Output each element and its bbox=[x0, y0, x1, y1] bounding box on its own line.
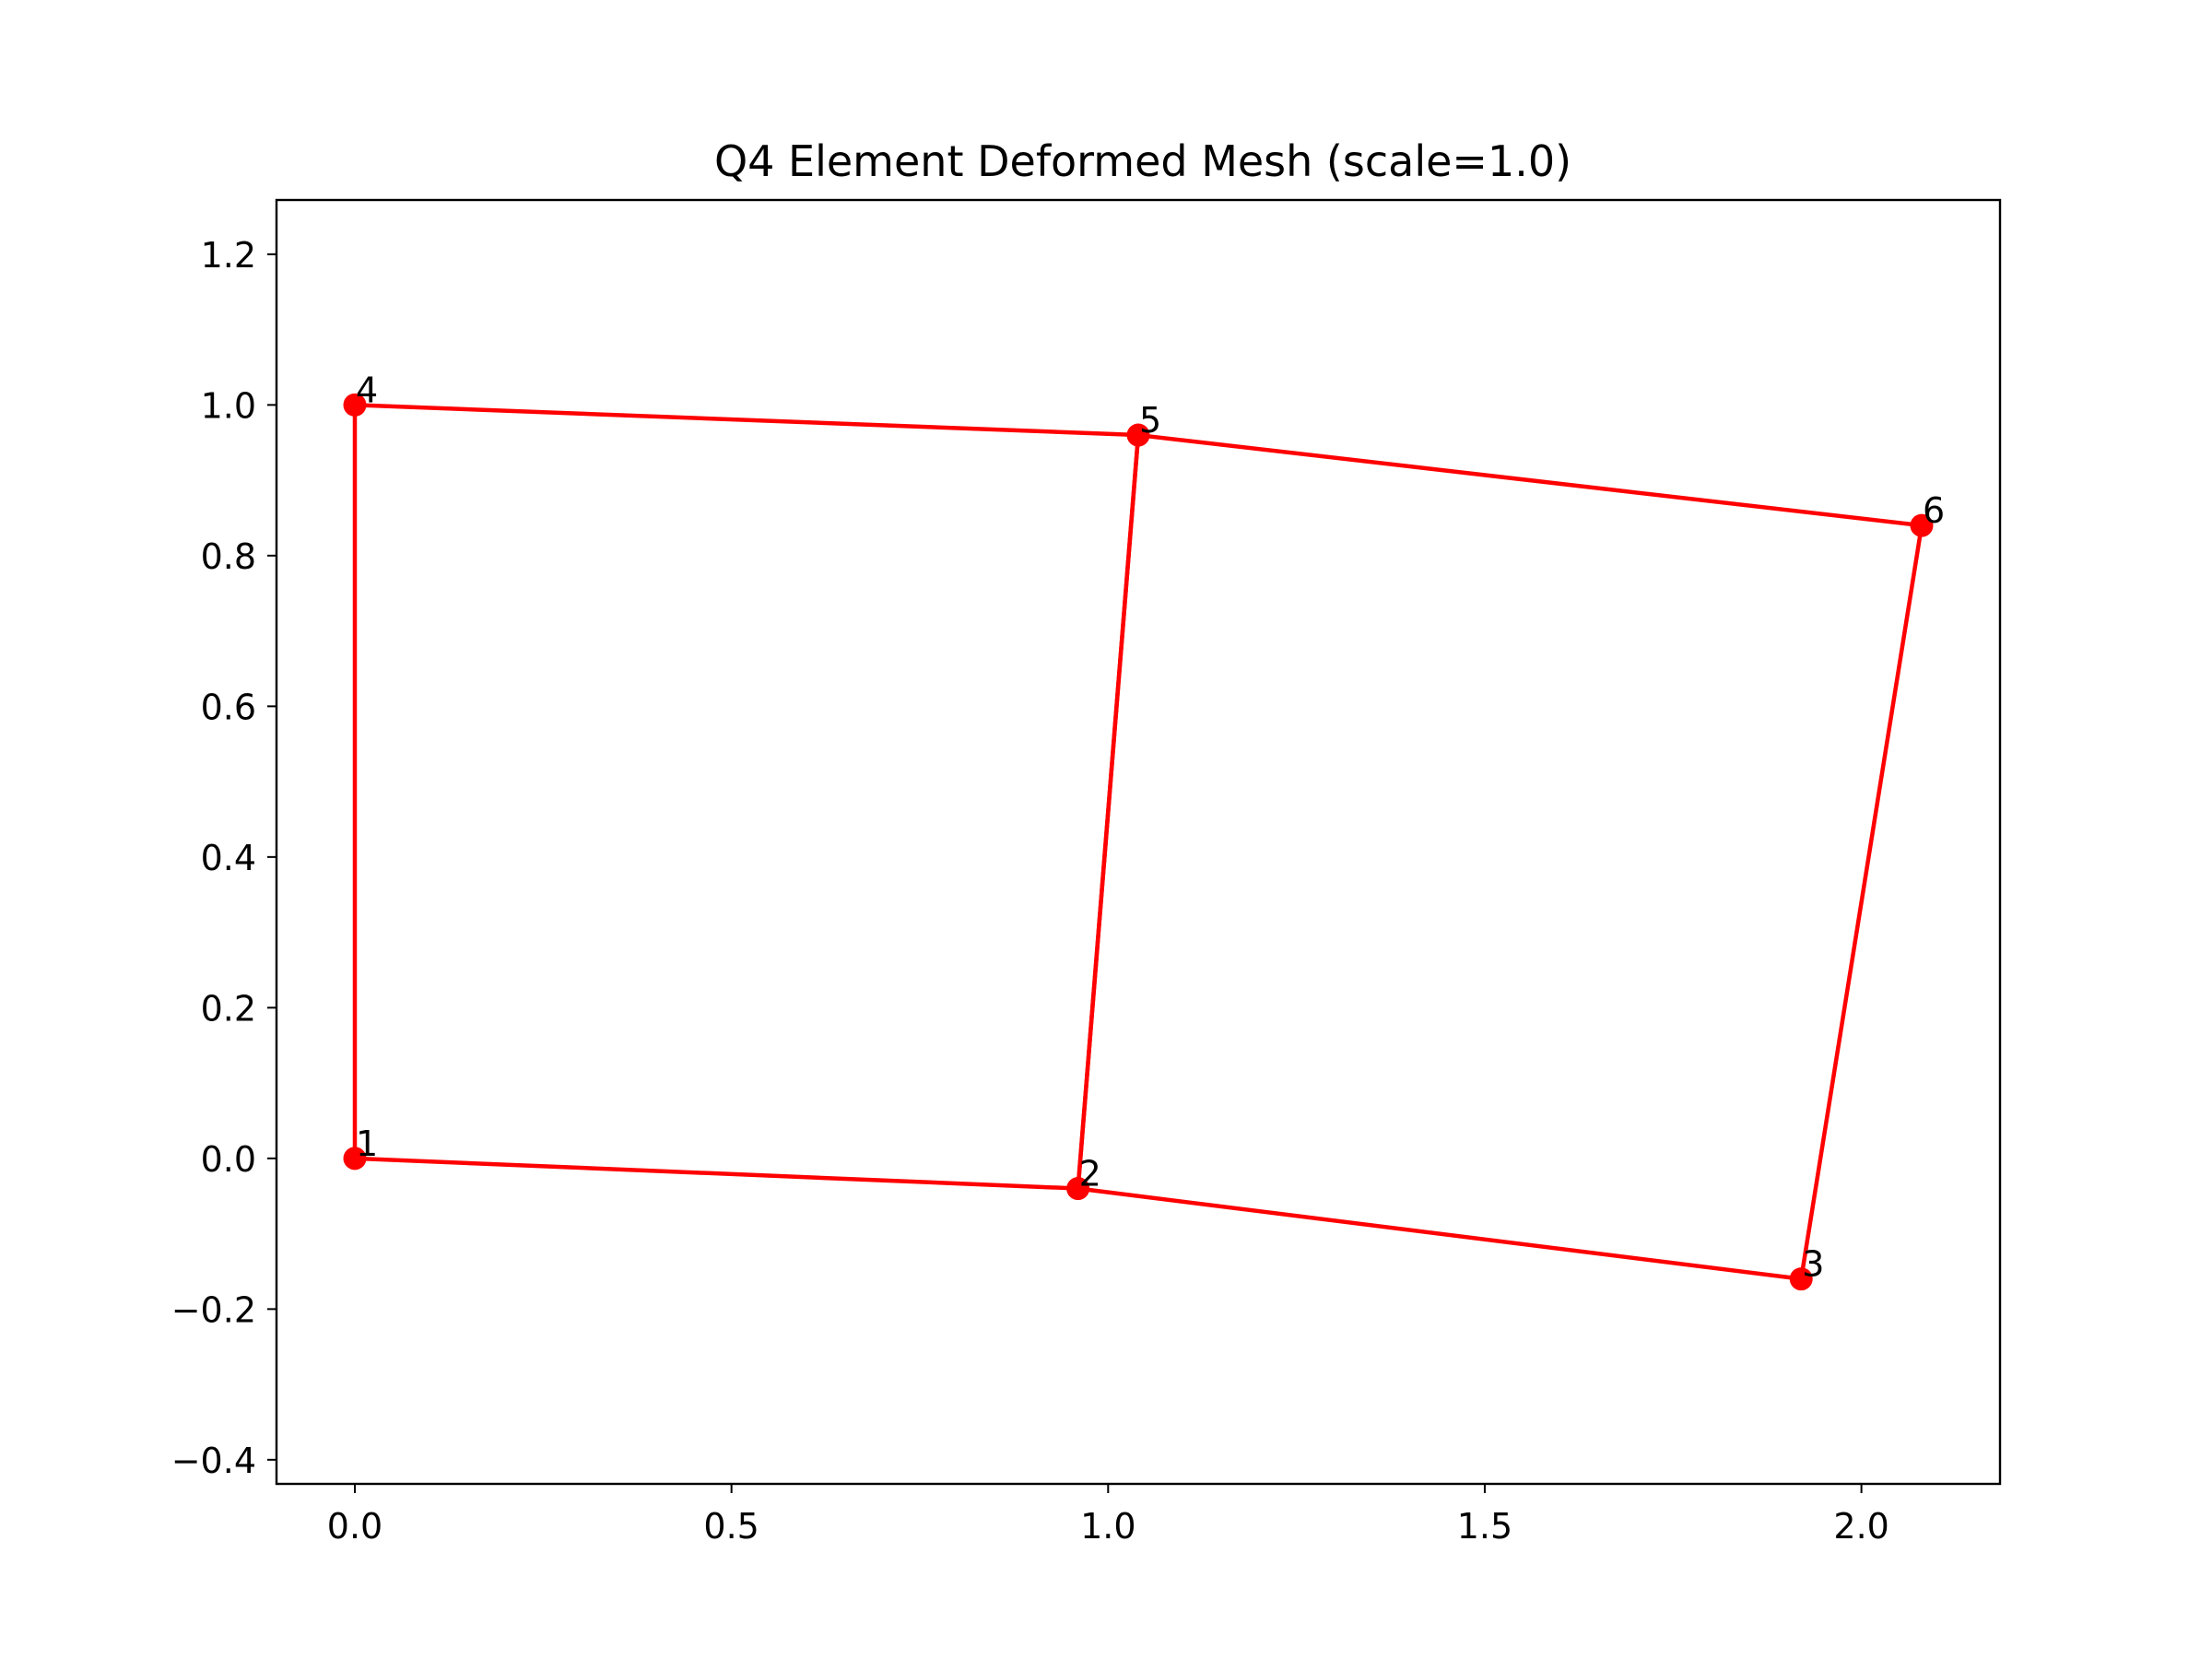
node-label-1: 1 bbox=[356, 1124, 378, 1164]
y-tick-label: 0.4 bbox=[201, 838, 256, 878]
node-layer: 1 2 3 4 5 6 bbox=[343, 370, 1945, 1291]
node-marker-1 bbox=[343, 1147, 367, 1171]
node-marker-2 bbox=[1066, 1177, 1090, 1201]
node-label-6: 6 bbox=[1923, 490, 1945, 531]
node-label-3: 3 bbox=[1802, 1244, 1824, 1285]
node-label-5: 5 bbox=[1139, 400, 1161, 441]
plot-frame bbox=[275, 198, 2002, 1486]
x-tick-label: 1.5 bbox=[1457, 1506, 1512, 1547]
y-tick-label: 0.0 bbox=[201, 1139, 256, 1180]
mesh-layer bbox=[352, 403, 1924, 1281]
node-marker-6 bbox=[1910, 513, 1934, 537]
mesh-element-1 bbox=[352, 403, 1141, 1191]
node-label-4: 4 bbox=[356, 370, 378, 410]
node-marker-3 bbox=[1789, 1267, 1813, 1291]
y-tick-label: 1.0 bbox=[201, 385, 256, 426]
mesh-element-2 bbox=[1076, 432, 1924, 1281]
x-tick-label: 0.5 bbox=[703, 1506, 759, 1547]
y-tick-label: −0.4 bbox=[171, 1441, 256, 1481]
node-label-2: 2 bbox=[1079, 1154, 1101, 1194]
node-marker-5 bbox=[1126, 423, 1150, 447]
x-tick-label: 2.0 bbox=[1833, 1506, 1888, 1547]
y-tick-label: 0.8 bbox=[201, 536, 256, 577]
y-tick-label: 0.2 bbox=[201, 988, 256, 1029]
x-tick-label: 1.0 bbox=[1080, 1506, 1135, 1547]
chart-title: Q4 Element Deformed Mesh (scale=1.0) bbox=[714, 136, 1571, 186]
x-tick-label: 0.0 bbox=[327, 1506, 382, 1547]
y-tick-label: −0.2 bbox=[171, 1289, 256, 1330]
y-tick-label: 0.6 bbox=[201, 687, 256, 727]
y-tick-label: 1.2 bbox=[201, 235, 256, 276]
node-marker-4 bbox=[343, 393, 367, 417]
axes: 0.0 0.5 1.0 1.5 2.0 −0.4 −0.2 0.0 0.2 0.4 0.6 0.8 1.… bbox=[171, 198, 2002, 1547]
